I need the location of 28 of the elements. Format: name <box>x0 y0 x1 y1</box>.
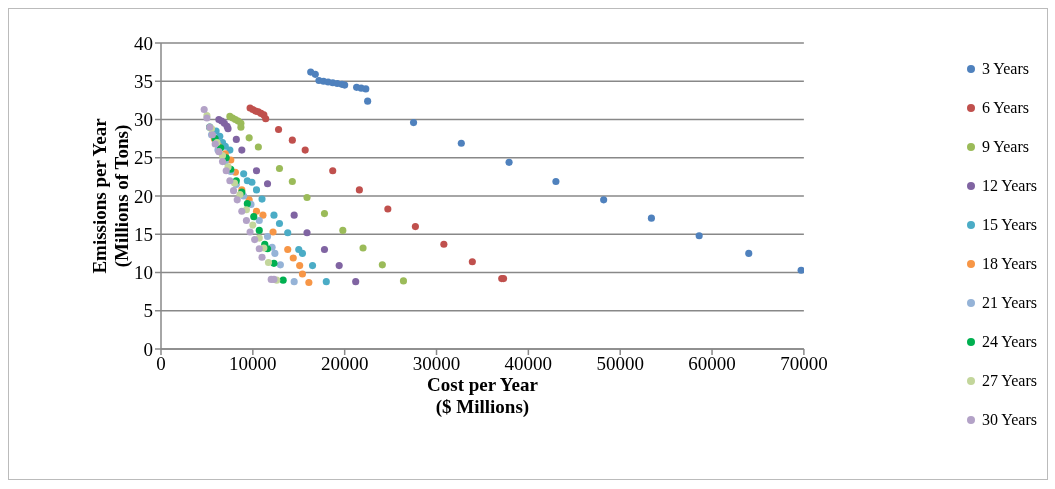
x-tick-label: 40000 <box>504 353 553 375</box>
x-tick-label: 10000 <box>229 353 277 375</box>
legend-label: 3 Years <box>981 59 1029 78</box>
y-tick-label: 35 <box>134 71 153 92</box>
y-tick-label: 20 <box>134 185 153 207</box>
legend-label: 9 Years <box>981 137 1029 156</box>
y-tick-label: 25 <box>134 147 153 169</box>
legend-label: 6 Years <box>981 98 1029 117</box>
y-tick-label: 10 <box>134 262 153 284</box>
x-axis-title: Cost per Year ($ Millions) <box>427 374 539 418</box>
y-axis-title: Emissions per Year (Millions of Tons) <box>89 117 133 274</box>
y-tick-label: 30 <box>134 109 153 131</box>
y-tick-label: 5 <box>143 300 153 322</box>
x-tick-label: 50000 <box>596 353 644 375</box>
legend-label: 24 Years <box>981 332 1037 351</box>
x-tick-label: 20000 <box>320 353 369 375</box>
legend-label: 21 Years <box>981 293 1037 312</box>
x-tick-label: 70000 <box>780 353 828 375</box>
legend-label: 12 Years <box>981 176 1037 195</box>
y-tick-label: 0 <box>143 338 153 360</box>
x-tick-label: 60000 <box>688 353 736 375</box>
x-tick-label: 30000 <box>412 353 461 375</box>
legend-label: 18 Years <box>981 254 1037 273</box>
y-tick-label: 40 <box>134 32 153 54</box>
legend-label: 15 Years <box>981 215 1037 234</box>
y-tick-label: 15 <box>134 223 153 245</box>
legend-label: 27 Years <box>981 371 1037 390</box>
legend-label: 30 Years <box>981 410 1037 429</box>
